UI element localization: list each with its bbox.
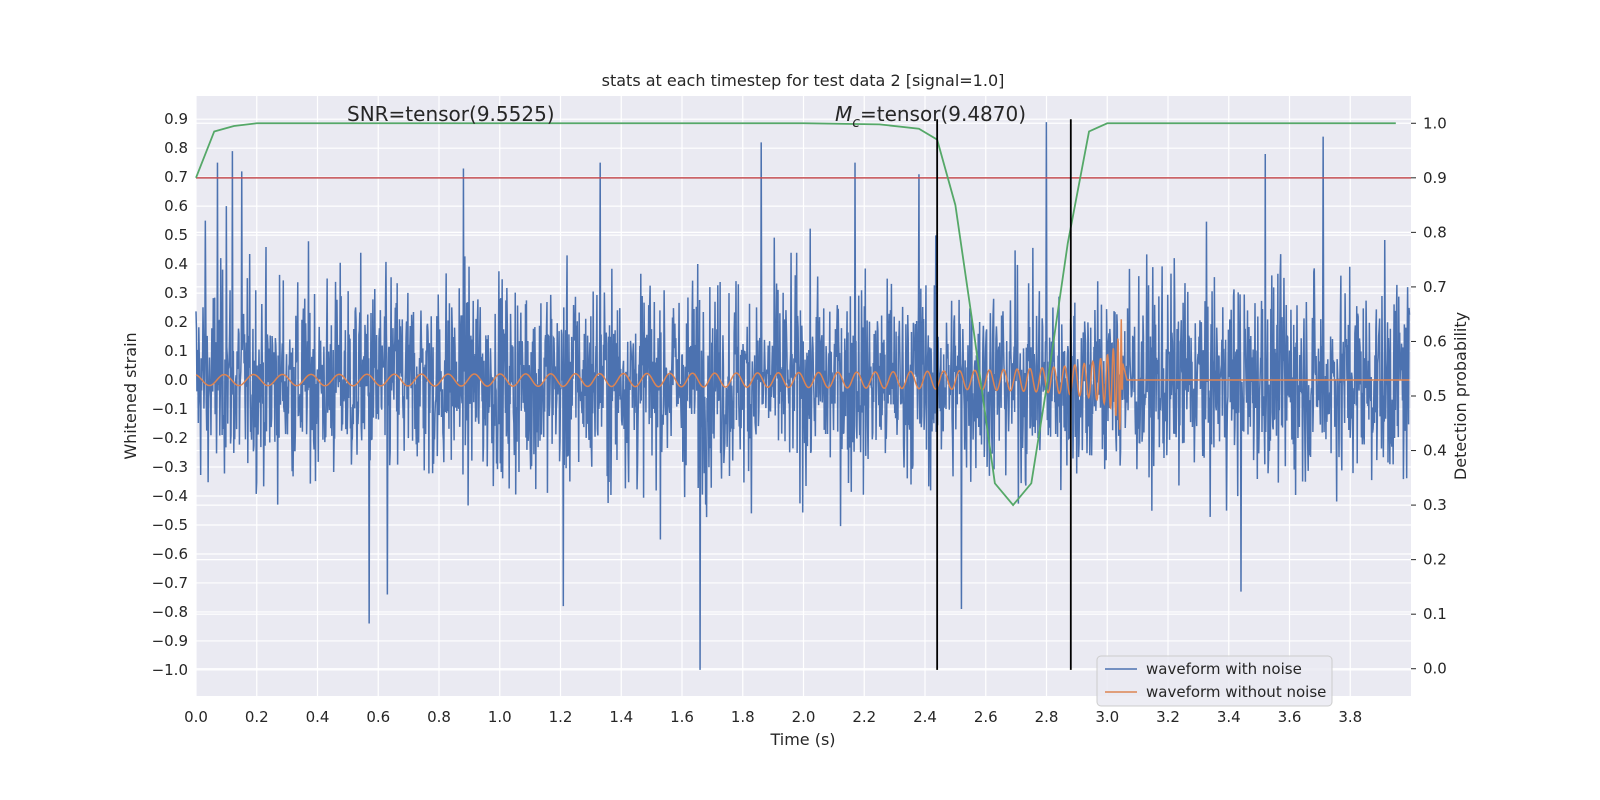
y-tick-label: 0.9	[164, 110, 188, 128]
chirp-mass-value: =tensor(9.4870)	[860, 102, 1026, 126]
legend-label-clean: waveform without noise	[1146, 683, 1326, 701]
x-tick-label: 3.4	[1217, 708, 1241, 726]
chart-title: stats at each timestep for test data 2 […	[602, 71, 1005, 90]
y2-tick-label: 0.9	[1423, 169, 1447, 187]
legend: waveform with noise waveform without noi…	[1096, 655, 1333, 707]
y2-tick-label: 0.6	[1423, 332, 1447, 350]
x-tick-label: 2.0	[792, 708, 816, 726]
x-tick-label: 1.8	[731, 708, 755, 726]
x-tick-labels: 0.0 0.2 0.4 0.6 0.8 1.0 1.2 1.4 1.6 1.8 2.0 2.2 2.4 2…	[184, 708, 1362, 726]
y-tick-label: 0.7	[164, 168, 188, 186]
y2-tick-label: 0.1	[1423, 605, 1447, 623]
y-tick-label: −1.0	[152, 661, 188, 679]
y2-tick-label: 0.2	[1423, 551, 1447, 569]
chirp-mass-subscript: c	[852, 115, 860, 131]
series-clean-chirp-line	[195, 319, 1410, 430]
x-tick-label: 2.2	[852, 708, 876, 726]
y-tick-label: 0.1	[164, 342, 188, 360]
y2-tick-label: 0.3	[1423, 496, 1447, 514]
y-tick-label: −0.7	[152, 574, 188, 592]
x-tick-label: 2.4	[913, 708, 937, 726]
y-tick-label: −0.9	[152, 632, 188, 650]
y-axis-label: Whitened strain	[121, 332, 140, 459]
y-tick-label: −0.3	[152, 458, 188, 476]
y2-tick-label: 0.8	[1423, 223, 1447, 241]
y2-tick-labels: 1.0 0.9 0.8 0.7 0.6 0.5 0.4 0.3 0.2 0.1 0.0	[1411, 114, 1447, 678]
x-tick-label: 0.0	[184, 708, 208, 726]
x-tick-label: 0.2	[245, 708, 269, 726]
y-tick-label: −0.5	[152, 516, 188, 534]
y-tick-label: 0.2	[164, 313, 188, 331]
y-tick-label: −0.6	[152, 545, 188, 563]
plot-content	[195, 119, 1411, 670]
x-tick-label: 2.6	[974, 708, 998, 726]
x-tick-label: 1.2	[549, 708, 573, 726]
x-tick-label: 3.8	[1338, 708, 1362, 726]
y-tick-labels: 0.9 0.8 0.7 0.6 0.5 0.4 0.3 0.2 0.1 0.0 −0.1 −0.2 −0…	[152, 110, 188, 679]
y2-tick-label: 1.0	[1423, 114, 1447, 132]
x-tick-label: 3.6	[1278, 708, 1302, 726]
y-tick-label: −0.4	[152, 487, 188, 505]
y-tick-label: −0.8	[152, 603, 188, 621]
y-tick-label: 0.0	[164, 371, 188, 389]
x-tick-label: 3.2	[1156, 708, 1180, 726]
legend-label-noise: waveform with noise	[1146, 660, 1302, 678]
x-tick-label: 2.8	[1035, 708, 1059, 726]
x-tick-label: 1.4	[609, 708, 633, 726]
x-tick-label: 0.6	[366, 708, 390, 726]
series-detection-probability-line	[195, 122, 1396, 507]
series-noise-line	[195, 122, 1411, 670]
chirp-mass-symbol: M	[835, 102, 852, 126]
chirp-mass-annotation: Mc=tensor(9.4870)	[835, 102, 1026, 131]
y-tick-label: 0.8	[164, 139, 188, 157]
y2-tick-label: 0.5	[1423, 387, 1447, 405]
y2-axis-label: Detection probability	[1451, 312, 1470, 480]
x-axis-label: Time (s)	[769, 730, 835, 749]
y2-tick-label: 0.7	[1423, 278, 1447, 296]
snr-annotation: SNR=tensor(9.5525)	[347, 102, 555, 126]
x-tick-label: 3.0	[1095, 708, 1119, 726]
y-tick-label: 0.3	[164, 284, 188, 302]
y2-tick-label: 0.0	[1423, 660, 1447, 678]
x-tick-label: 0.8	[427, 708, 451, 726]
y-tick-label: 0.4	[164, 255, 188, 273]
y-tick-label: 0.5	[164, 226, 188, 244]
legend-box	[1096, 655, 1333, 707]
y-tick-label: 0.6	[164, 197, 188, 215]
x-tick-label: 1.0	[488, 708, 512, 726]
y-tick-label: −0.2	[152, 429, 188, 447]
y2-tick-label: 0.4	[1423, 442, 1447, 460]
x-tick-label: 0.4	[306, 708, 330, 726]
y-tick-label: −0.1	[152, 400, 188, 418]
x-tick-label: 1.6	[670, 708, 694, 726]
